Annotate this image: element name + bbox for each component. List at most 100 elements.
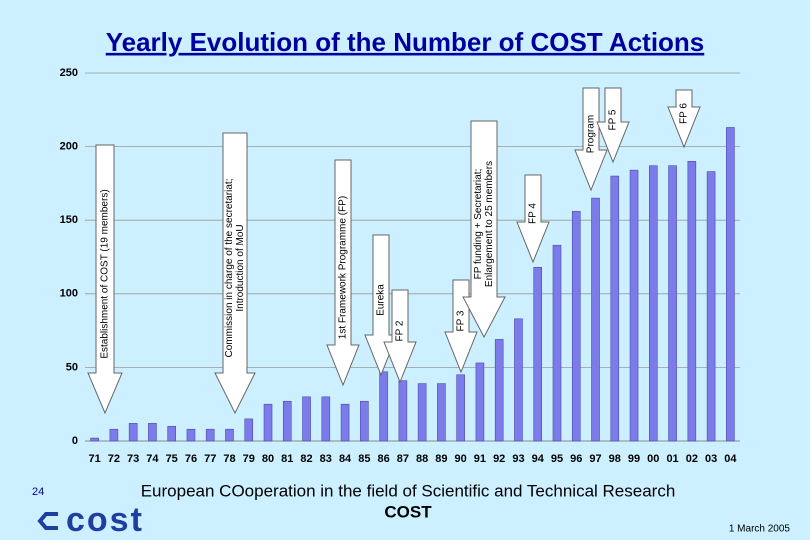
y-tick-label: 0	[72, 435, 78, 447]
bar	[629, 169, 639, 442]
logo: cost	[66, 501, 144, 539]
x-tick-label: 91	[474, 453, 486, 465]
y-tick-label: 250	[60, 67, 78, 79]
bar	[552, 244, 562, 442]
x-tick-label: 95	[551, 453, 563, 465]
y-tick-label: 50	[66, 361, 78, 373]
y-tick-label: 150	[60, 214, 78, 226]
footer-text: European COoperation in the field of Sci…	[141, 481, 676, 500]
bar	[321, 396, 331, 442]
x-tick-label: 92	[493, 453, 505, 465]
annotation-text: Commission in charge of the secretariat;	[224, 179, 235, 358]
x-tick-label: 84	[339, 453, 352, 465]
x-tick-label: 02	[686, 453, 698, 465]
x-tick-label: 94	[532, 453, 545, 465]
x-tick-label: 87	[397, 453, 409, 465]
x-tick-label: 80	[262, 453, 274, 465]
date: 1 March 2005	[729, 524, 791, 535]
x-tick-label: 85	[358, 453, 370, 465]
annotation-text: Eureka	[376, 284, 387, 316]
bar	[494, 339, 504, 442]
x-tick-label: 82	[300, 453, 312, 465]
bar	[456, 374, 465, 442]
x-tick-label: 97	[589, 453, 601, 465]
annotation-arrow	[462, 120, 506, 339]
bar	[128, 423, 138, 442]
bar	[533, 267, 543, 442]
bar	[148, 423, 157, 442]
x-tick-label: 86	[377, 453, 389, 465]
x-tick-label: 01	[666, 453, 678, 465]
bar	[571, 211, 581, 442]
x-tick-label: 79	[243, 453, 255, 465]
bar	[687, 161, 697, 442]
x-tick-label: 78	[223, 453, 235, 465]
bar	[706, 171, 716, 442]
x-tick-label: 74	[146, 453, 159, 465]
x-tick-label: 75	[166, 453, 178, 465]
bar	[225, 428, 234, 442]
bar	[282, 400, 292, 442]
annotation-arrow	[326, 159, 360, 387]
annotation-text: Introduction of MoU	[235, 224, 246, 311]
x-tick-label: 88	[416, 453, 428, 465]
x-tick-label: 77	[204, 453, 216, 465]
bar	[379, 371, 388, 442]
annotation-arrow	[574, 87, 608, 192]
bar	[263, 403, 273, 442]
annotation-text: FP funding + Secretariat;	[473, 169, 484, 280]
annotation-text: FP 2	[395, 320, 406, 341]
bar	[475, 362, 485, 442]
annotation-text: FP 6	[679, 103, 690, 124]
annotation-arrow	[87, 144, 123, 415]
x-tick-label: 83	[320, 453, 332, 465]
x-tick-label: 72	[108, 453, 120, 465]
annotation-text: FP 3	[456, 310, 467, 331]
bar	[360, 400, 369, 442]
annotation-text: Enlargement to 25 members	[484, 161, 495, 287]
logo-mark	[37, 512, 58, 530]
y-tick-label: 100	[60, 288, 78, 300]
bar	[649, 165, 658, 442]
bar	[109, 428, 119, 442]
x-tick-label: 73	[127, 453, 139, 465]
annotation-text: Establishment of COST (19 members)	[100, 189, 111, 358]
x-tick-label: 90	[455, 453, 467, 465]
x-tick-label: 99	[628, 453, 640, 465]
bar	[514, 318, 523, 442]
bar	[244, 418, 254, 442]
bar	[726, 127, 735, 442]
bar	[417, 383, 427, 442]
annotation-arrow	[596, 87, 630, 164]
bar	[340, 403, 350, 442]
x-tick-label: 03	[705, 453, 717, 465]
page-number: 24	[32, 486, 44, 498]
x-tick-label: 93	[512, 453, 524, 465]
x-tick-label: 04	[724, 453, 737, 465]
x-tick-label: 76	[185, 453, 197, 465]
x-tick-label: 98	[609, 453, 621, 465]
annotation-arrow	[383, 289, 417, 384]
bar	[205, 428, 215, 442]
annotation-arrow	[516, 174, 550, 264]
x-tick-label: 89	[435, 453, 447, 465]
bar	[186, 428, 196, 442]
x-tick-label: 71	[89, 453, 101, 465]
x-tick-label: 96	[570, 453, 582, 465]
bar	[167, 425, 176, 442]
annotation-arrow	[214, 132, 256, 415]
x-tick-label: 00	[647, 453, 659, 465]
x-tick-label: 81	[281, 453, 293, 465]
bar	[668, 165, 677, 442]
y-tick-label: 200	[60, 141, 78, 153]
annotation-arrow	[667, 89, 701, 149]
chart-title: Yearly Evolution of the Number of COST A…	[106, 27, 705, 57]
annotation-text: 1st Framework Programme (FP)	[338, 196, 349, 339]
bar	[398, 380, 408, 442]
annotation-text: FP 4	[528, 203, 539, 224]
bar	[437, 383, 446, 442]
annotation-text: FP 5	[608, 109, 619, 130]
footer-subtitle: COST	[384, 502, 432, 521]
bar	[591, 197, 600, 442]
